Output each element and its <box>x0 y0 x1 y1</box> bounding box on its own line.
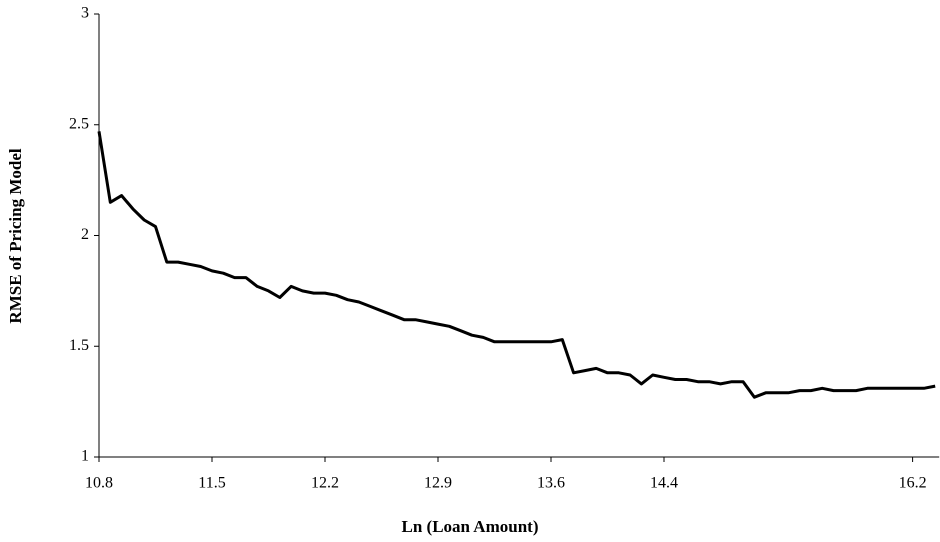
x-tick-label: 11.5 <box>198 475 225 492</box>
x-tick-label: 12.2 <box>311 475 339 492</box>
x-tick-label: 13.6 <box>537 475 565 492</box>
y-axis-title: RMSE of Pricing Model <box>6 148 25 323</box>
x-axis-title: Ln (Loan Amount) <box>402 517 539 536</box>
y-tick-label: 3 <box>81 5 89 22</box>
x-tick-label: 16.2 <box>899 475 927 492</box>
y-tick-label: 1 <box>81 448 89 465</box>
y-tick-label: 1.5 <box>69 337 89 354</box>
y-tick-label: 2.5 <box>69 115 89 132</box>
y-tick-label: 2 <box>81 226 89 243</box>
x-tick-label: 14.4 <box>650 475 678 492</box>
data-line <box>97 131 936 399</box>
x-tick-label: 12.9 <box>424 475 452 492</box>
x-tick-label: 10.8 <box>85 475 113 492</box>
